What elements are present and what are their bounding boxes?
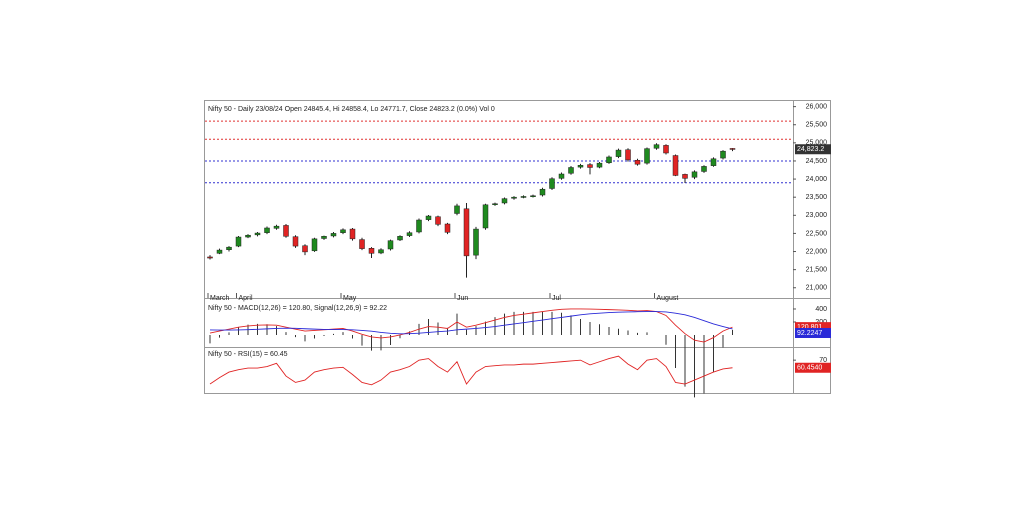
candle-body xyxy=(511,196,517,199)
candle-body xyxy=(273,225,280,229)
y-tick-label: 23,000 xyxy=(806,212,828,219)
x-tick-label: May xyxy=(343,295,357,302)
y-tick-label: 25,500 xyxy=(806,122,828,129)
candle-body xyxy=(729,148,736,150)
x-tick-label: March xyxy=(210,295,230,302)
y-tick-label: 21,000 xyxy=(806,285,828,292)
candle-body xyxy=(292,236,299,247)
x-tick-label: Jul xyxy=(552,295,561,302)
candle-body xyxy=(501,198,508,204)
candle-body xyxy=(378,249,384,254)
x-tick-label: August xyxy=(657,295,679,302)
candle-body xyxy=(444,223,451,233)
y-tick-label: 70 xyxy=(819,357,827,364)
candle-body xyxy=(615,149,622,157)
candle-body xyxy=(397,236,403,241)
candle-body xyxy=(492,203,498,205)
series-line xyxy=(209,355,733,386)
candle-body xyxy=(672,155,679,176)
candle-body xyxy=(558,173,565,179)
macd-title: Nifty 50 - MACD(12,26) = 120.80, Signal(… xyxy=(208,305,387,312)
candle-body xyxy=(435,216,441,225)
value-tag-label: 60.4540 xyxy=(797,365,822,372)
candle-body xyxy=(473,228,479,256)
series-line xyxy=(209,311,733,335)
value-tag xyxy=(795,362,831,373)
candle-body xyxy=(226,246,232,250)
candle-body xyxy=(416,219,422,233)
y-tick-label: 25,000 xyxy=(806,140,828,147)
value-tag-label: 120.801 xyxy=(797,324,822,331)
y-tick-label: 24,000 xyxy=(806,176,828,183)
candle-body xyxy=(520,196,527,198)
candle-body xyxy=(216,249,223,254)
candle-body xyxy=(634,159,641,165)
candle-body xyxy=(235,236,242,247)
candle-body xyxy=(349,228,356,240)
chart-title: Nifty 50 - Daily 23/08/24 Open 24845.4, … xyxy=(208,106,495,113)
candle-body xyxy=(710,158,717,166)
candle-body xyxy=(549,178,555,189)
candle-body xyxy=(321,236,327,239)
candle-body xyxy=(264,227,270,233)
candle-body xyxy=(454,205,460,214)
candle-body xyxy=(311,238,318,252)
candle-body xyxy=(482,204,489,229)
candle-body xyxy=(245,234,251,238)
candle-body xyxy=(587,164,593,168)
candle-body xyxy=(577,165,584,168)
candle-body xyxy=(720,150,726,159)
y-tick-label: 23,500 xyxy=(806,194,828,201)
candle-body xyxy=(340,229,346,233)
candle-body xyxy=(207,256,213,259)
value-tag-label: 92.2247 xyxy=(797,330,822,337)
candle-body xyxy=(663,145,669,154)
candle-body xyxy=(359,239,365,249)
candle-body xyxy=(682,174,688,179)
value-tag xyxy=(795,322,831,333)
y-tick-label: 24,500 xyxy=(806,158,828,165)
value-tag xyxy=(795,327,831,338)
candle-body xyxy=(691,171,698,178)
y-tick-label: 22,000 xyxy=(806,248,828,255)
candle-body xyxy=(606,156,612,164)
rsi-title: Nifty 50 - RSI(15) = 60.45 xyxy=(208,351,288,358)
candle-body xyxy=(302,245,308,253)
x-tick-label: Jun xyxy=(457,295,468,302)
x-tick-label: April xyxy=(239,295,253,302)
candle-body xyxy=(568,167,574,174)
candle-body xyxy=(387,240,394,250)
y-tick-label: 26,000 xyxy=(806,103,828,110)
value-tag xyxy=(795,144,831,155)
candle-body xyxy=(463,208,470,257)
frame xyxy=(204,100,831,394)
candle-body xyxy=(254,232,261,236)
candle-body xyxy=(530,195,536,197)
series-line xyxy=(209,308,733,343)
y-tick-label: 400 xyxy=(815,306,827,313)
y-tick-label: 21,500 xyxy=(806,266,828,273)
candle-body xyxy=(283,225,289,237)
candle-body xyxy=(701,166,707,172)
candle-body xyxy=(330,233,337,237)
candle-body xyxy=(625,149,631,161)
candle-body xyxy=(368,248,375,254)
candle-body xyxy=(596,162,603,168)
candle-body xyxy=(653,144,660,149)
candle-body xyxy=(539,188,546,196)
value-tag-label: 24,823.2 xyxy=(797,146,824,153)
candle-body xyxy=(644,148,650,164)
candle-body xyxy=(425,215,432,220)
candle-body xyxy=(406,232,413,236)
y-tick-label: 22,500 xyxy=(806,230,828,237)
